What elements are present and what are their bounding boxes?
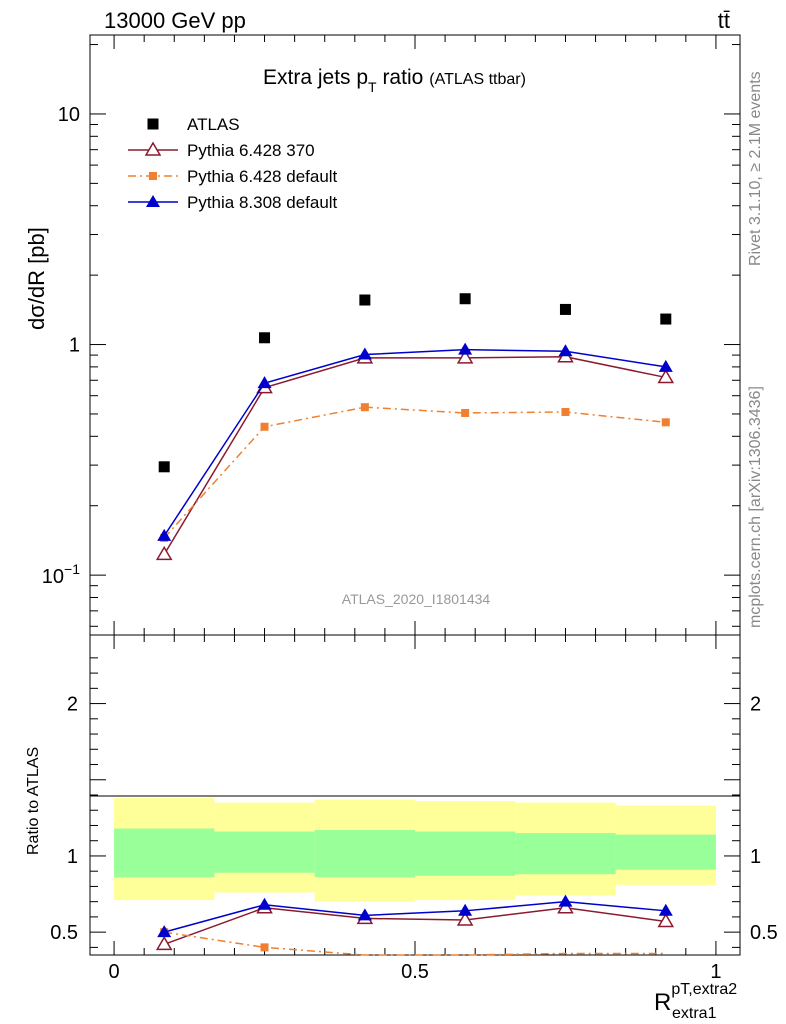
ratio-series-pythia-6-428-370 [155,899,675,951]
ratio-plot-frame [89,634,741,956]
ratio-point [357,908,372,921]
ratio-point [260,943,269,952]
legend-item: Pythia 6.428 370 [128,141,315,160]
main-series-group [155,293,675,561]
analysis-tag: ATLAS_2020_I1801434 [342,591,491,607]
main-y-tick-label-base: 10 [42,566,64,588]
ratio-band-inner [615,834,716,870]
series-pythia-8-308-default [157,342,673,541]
data-point [360,403,369,412]
data-point [461,408,470,417]
data-point [158,461,170,473]
data-point [561,407,570,416]
series-pythia-6-428-370 [155,348,675,561]
data-point [661,418,670,427]
data-point [257,376,272,389]
legend-item: ATLAS [147,115,240,134]
data-point [458,342,473,355]
series-line [163,356,666,555]
ratio-y-tick-label-right: 1 [750,846,761,868]
ratio-series-pythia-8-308-default [157,894,673,938]
ratio-line [164,931,666,956]
data-point [357,347,372,360]
data-point [456,349,474,364]
data-point [660,313,672,325]
ratio-band-inner [415,831,516,876]
ratio-y-label: Ratio to ATLAS [25,747,42,855]
header-left: 13000 GeV pp [104,8,246,33]
legend-item: Pythia 6.428 default [128,167,338,186]
header-right: tt̄ [718,8,730,33]
series-line [163,406,666,539]
plot-title: Extra jets pT ratio (ATLAS ttbar) [263,66,526,95]
data-point [657,368,675,384]
ratio-y-tick-label-right: 2 [750,694,761,716]
plot-title-small: (ATLAS ttbar) [429,71,526,88]
ratio-series-pythia-6-428-default [160,928,666,956]
ratio-point [658,903,673,916]
plot-title-rest: ratio [377,66,424,89]
mcplots-label: mcplots.cern.ch [arXiv:1306.3436] [747,386,764,628]
ratio-point [557,899,574,914]
main-y-label: dσ/dR [pb] [24,227,49,330]
ratio-line [164,900,666,933]
ratio-point [155,935,173,951]
x-axis-label-sub: extra1 [672,1005,717,1022]
ratio-band-inner [214,831,315,873]
ratio-y-tick-label: 2 [67,694,78,716]
ratio-point [458,903,473,916]
x-tick-label: 0 [109,961,120,983]
ratio-point [456,911,474,926]
series-atlas [158,293,672,473]
data-point [260,422,269,431]
main-y-tick-label: 1 [69,335,80,357]
data-point [259,332,271,344]
ratio-series-group [155,894,675,956]
ratio-y-tick-label-right: 0.5 [750,922,778,944]
x-axis-label: RpT,extra2 [654,981,737,1016]
legend-marker [147,118,159,130]
legend-marker [149,172,157,180]
series-pythia-6-428-default [160,403,670,542]
ratio-point [257,897,272,910]
legend-marker [146,195,160,207]
data-point [155,545,173,561]
series-line [163,348,666,537]
data-point [359,294,371,306]
rivet-label: Rivet 3.1.10, ≥ 2.1M events [747,71,764,266]
ratio-band-inner [114,828,215,878]
ratio-point [657,912,675,928]
plot-title-sub: T [368,79,377,95]
main-y-tick-label: 10−1 [42,561,80,588]
main-y-tick-label-exp: −1 [64,561,80,577]
x-tick-label: 1 [710,961,721,983]
legend: ATLAS Pythia 6.428 370 Pythia 6.428 defaul… [128,115,338,212]
plot-title-main: Extra jets p [263,66,368,89]
legend-label: ATLAS [187,115,240,134]
ratio-y-tick-label: 1 [67,846,78,868]
legend-marker [144,141,162,156]
x-axis-label-sup: pT,extra2 [671,981,737,998]
ratio-band-inner [515,833,616,875]
x-axis-label-main: R [654,989,671,1016]
ratio-line [163,906,666,946]
data-point [558,344,573,357]
ratio-y-tick-label: 0.5 [50,922,78,944]
ratio-band-inner [314,830,415,878]
data-point [559,303,571,315]
legend-label: Pythia 8.308 default [187,193,338,212]
data-point [658,359,673,372]
x-tick-label: 0.5 [401,961,429,983]
legend-label: Pythia 6.428 370 [187,141,315,160]
ratio-point [157,925,172,938]
ratio-uncertainty-bands [114,798,716,902]
data-point [157,528,172,541]
legend-label: Pythia 6.428 default [187,167,338,186]
legend-item: Pythia 8.308 default [128,193,338,212]
ratio-point [558,894,573,907]
main-y-tick-label: 10 [58,104,80,126]
data-point [459,293,471,305]
